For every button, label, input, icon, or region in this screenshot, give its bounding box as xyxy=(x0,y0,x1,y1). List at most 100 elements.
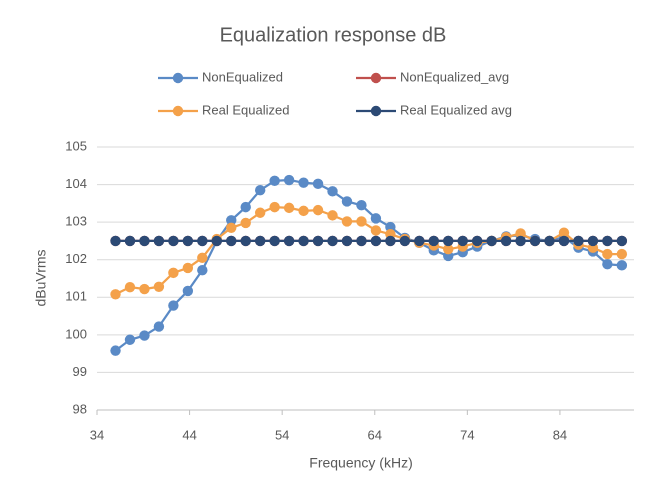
data-point xyxy=(269,175,280,187)
data-point xyxy=(457,235,468,247)
data-point xyxy=(327,186,338,197)
data-point xyxy=(602,248,613,260)
data-point xyxy=(283,174,295,186)
legend-label: Real Equalized xyxy=(202,102,289,117)
legend-marker xyxy=(172,72,184,84)
data-point xyxy=(139,235,150,247)
data-point xyxy=(529,235,541,247)
legend-label: NonEqualized xyxy=(202,69,283,84)
data-point xyxy=(110,235,121,247)
data-point xyxy=(298,235,309,247)
data-point xyxy=(110,345,121,356)
x-tick-label: 54 xyxy=(275,427,289,442)
data-point xyxy=(139,283,150,295)
data-point xyxy=(558,235,570,247)
data-point xyxy=(240,235,251,247)
x-tick-label: 74 xyxy=(460,427,474,442)
data-point xyxy=(616,235,628,247)
y-tick-label: 101 xyxy=(65,289,87,304)
data-point xyxy=(298,205,309,217)
data-point xyxy=(602,235,613,247)
x-tick-label: 44 xyxy=(182,427,196,442)
legend-label: Real Equalized avg xyxy=(400,102,512,117)
data-point xyxy=(443,235,454,247)
data-point xyxy=(616,248,628,260)
y-tick-label: 104 xyxy=(65,176,87,191)
data-point xyxy=(341,216,353,227)
data-point xyxy=(298,177,309,188)
series xyxy=(110,201,628,300)
data-point xyxy=(153,321,165,332)
chart-title: Equalization response dB xyxy=(220,24,447,46)
data-point xyxy=(573,235,584,247)
data-point xyxy=(515,228,526,239)
data-point xyxy=(312,235,324,247)
data-point xyxy=(356,235,367,247)
data-point xyxy=(211,235,222,247)
data-point xyxy=(312,204,324,216)
data-point xyxy=(385,235,396,247)
data-point xyxy=(515,235,526,247)
data-point xyxy=(168,300,179,311)
data-point xyxy=(197,252,208,264)
y-tick-label: 105 xyxy=(65,138,87,153)
data-point xyxy=(254,207,266,218)
legend-item: NonEqualized_avg xyxy=(356,69,509,84)
data-point xyxy=(486,235,497,247)
data-point xyxy=(558,227,570,238)
data-point xyxy=(269,201,280,213)
data-point xyxy=(500,235,512,247)
data-point xyxy=(269,235,280,247)
data-point xyxy=(240,217,251,229)
data-point xyxy=(240,201,251,213)
data-point xyxy=(414,235,425,247)
y-tick-label: 98 xyxy=(73,401,87,416)
data-point xyxy=(254,235,266,247)
data-point xyxy=(226,235,237,247)
x-axis-label: Frequency (kHz) xyxy=(309,455,412,471)
data-point xyxy=(139,330,150,341)
y-tick-label: 100 xyxy=(65,326,87,341)
data-point xyxy=(168,235,179,247)
data-point xyxy=(124,235,136,247)
data-point xyxy=(182,235,194,247)
data-point xyxy=(616,260,628,271)
x-tick-label: 84 xyxy=(553,427,567,442)
y-tick-label: 103 xyxy=(65,214,87,229)
data-point xyxy=(370,213,382,224)
data-point xyxy=(283,202,295,214)
legend-item: NonEqualized xyxy=(158,69,283,84)
data-point xyxy=(428,235,439,247)
data-point xyxy=(283,235,295,247)
legend-marker xyxy=(172,105,184,117)
data-point xyxy=(356,216,367,227)
x-tick-label: 64 xyxy=(368,427,382,442)
data-point xyxy=(197,235,208,247)
data-point xyxy=(356,200,367,211)
series xyxy=(110,235,628,247)
data-point xyxy=(602,259,613,270)
data-point xyxy=(226,215,237,226)
data-point xyxy=(124,281,136,293)
data-point xyxy=(471,235,483,247)
legend-marker xyxy=(370,72,382,84)
legend-label: NonEqualized_avg xyxy=(400,69,509,84)
series-line xyxy=(115,205,622,296)
data-point xyxy=(254,185,266,196)
legend-item: Real Equalized avg xyxy=(356,102,512,117)
data-point xyxy=(385,221,396,233)
data-point xyxy=(153,235,165,247)
legend-item: Real Equalized xyxy=(158,102,289,117)
data-point xyxy=(399,235,411,247)
data-point xyxy=(153,281,165,292)
data-point xyxy=(544,235,555,247)
data-point xyxy=(341,235,353,247)
data-point xyxy=(197,265,208,276)
data-point xyxy=(370,225,382,236)
x-tick-label: 34 xyxy=(90,427,104,442)
y-tick-label: 99 xyxy=(73,364,87,379)
legend-marker xyxy=(370,105,382,117)
data-point xyxy=(182,285,194,297)
y-tick-label: 102 xyxy=(65,251,87,266)
